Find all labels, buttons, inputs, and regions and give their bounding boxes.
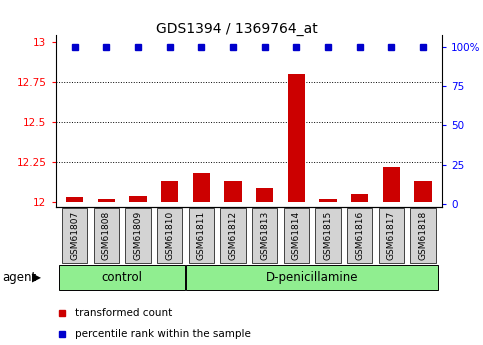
- FancyBboxPatch shape: [157, 208, 182, 263]
- Text: GSM61815: GSM61815: [324, 211, 332, 260]
- Text: agent: agent: [2, 271, 37, 284]
- Text: GSM61814: GSM61814: [292, 211, 301, 260]
- FancyBboxPatch shape: [347, 208, 372, 263]
- Text: GSM61807: GSM61807: [70, 211, 79, 260]
- Text: GSM61811: GSM61811: [197, 211, 206, 260]
- Bar: [66, 197, 83, 202]
- FancyBboxPatch shape: [252, 208, 277, 263]
- Text: GDS1394 / 1369764_at: GDS1394 / 1369764_at: [156, 22, 317, 37]
- Text: GSM61818: GSM61818: [418, 211, 427, 260]
- Bar: [383, 167, 400, 202]
- Text: ▶: ▶: [32, 271, 42, 284]
- Bar: [98, 199, 115, 202]
- FancyBboxPatch shape: [315, 208, 341, 263]
- Bar: [129, 196, 147, 202]
- Bar: [351, 194, 369, 202]
- Bar: [161, 181, 178, 202]
- Text: percentile rank within the sample: percentile rank within the sample: [75, 329, 251, 339]
- Bar: [414, 181, 432, 202]
- FancyBboxPatch shape: [186, 265, 438, 290]
- Text: GSM61812: GSM61812: [228, 211, 238, 260]
- FancyBboxPatch shape: [62, 208, 87, 263]
- Text: GSM61809: GSM61809: [133, 211, 142, 260]
- FancyBboxPatch shape: [59, 265, 185, 290]
- Bar: [193, 174, 210, 202]
- FancyBboxPatch shape: [220, 208, 245, 263]
- FancyBboxPatch shape: [379, 208, 404, 263]
- Bar: [256, 188, 273, 202]
- Bar: [319, 199, 337, 202]
- FancyBboxPatch shape: [410, 208, 436, 263]
- Text: GSM61817: GSM61817: [387, 211, 396, 260]
- Text: GSM61813: GSM61813: [260, 211, 269, 260]
- Bar: [287, 75, 305, 202]
- Text: GSM61816: GSM61816: [355, 211, 364, 260]
- FancyBboxPatch shape: [188, 208, 214, 263]
- Text: D-penicillamine: D-penicillamine: [266, 271, 358, 284]
- FancyBboxPatch shape: [94, 208, 119, 263]
- FancyBboxPatch shape: [125, 208, 151, 263]
- Bar: [224, 181, 242, 202]
- Text: GSM61810: GSM61810: [165, 211, 174, 260]
- Text: transformed count: transformed count: [75, 308, 172, 318]
- Text: GSM61808: GSM61808: [102, 211, 111, 260]
- FancyBboxPatch shape: [284, 208, 309, 263]
- Text: control: control: [101, 271, 142, 284]
